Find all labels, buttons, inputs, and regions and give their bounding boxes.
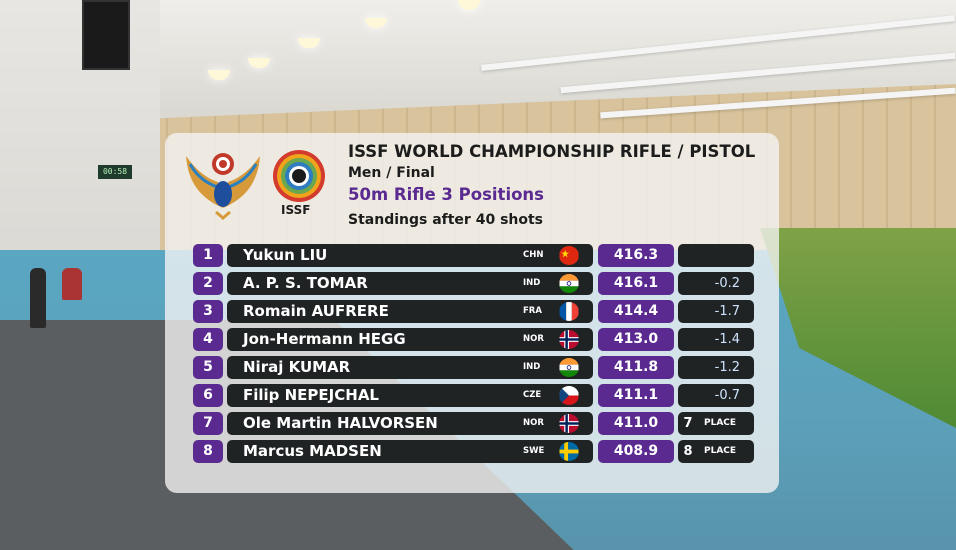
- athlete-name: A. P. S. TOMAR: [243, 274, 368, 292]
- championship-emblem-icon: [186, 153, 260, 220]
- score: 411.1: [598, 384, 674, 407]
- score: 411.8: [598, 356, 674, 379]
- event-name: 50m Rifle 3 Positions: [348, 185, 545, 204]
- score-difference: -0.2: [678, 272, 754, 295]
- championship-title: ISSF WORLD CHAMPIONSHIP RIFLE / PISTOL: [348, 142, 756, 161]
- table-row: 3 Romain AUFRERE FRA 414.4 -1.7: [193, 300, 755, 323]
- table-row: 1 Yukun LIU CHN 416.3: [193, 244, 755, 267]
- norway-flag-icon: [559, 414, 579, 433]
- athlete-bar: Filip NEPEJCHAL CZE: [227, 384, 593, 407]
- score: 416.1: [598, 272, 674, 295]
- ceiling-light-icon: [298, 38, 320, 48]
- india-flag-icon: [559, 274, 579, 293]
- score-difference: -1.2: [678, 356, 754, 379]
- rank-badge: 1: [193, 244, 223, 267]
- athlete-bar: A. P. S. TOMAR IND: [227, 272, 593, 295]
- athlete-bar: Ole Martin HALVORSEN NOR: [227, 412, 593, 435]
- athlete-name: Niraj KUMAR: [243, 358, 351, 376]
- athlete-bar: Jon-Hermann HEGG NOR: [227, 328, 593, 351]
- czech-flag-icon: [559, 386, 579, 405]
- standings-label: Standings after 40 shots: [348, 212, 544, 228]
- athlete-name: Yukun LIU: [243, 246, 328, 264]
- rank-badge: 2: [193, 272, 223, 295]
- country-code: NOR: [523, 418, 544, 428]
- event-category: Men / Final: [348, 165, 435, 181]
- norway-flag-icon: [559, 330, 579, 349]
- table-row: 8 Marcus MADSEN SWE 408.9 8 PLACE: [193, 440, 755, 463]
- country-code: NOR: [523, 334, 544, 344]
- ceiling-light-icon: [248, 58, 270, 68]
- athlete-name: Filip NEPEJCHAL: [243, 386, 379, 404]
- athlete-bar: Marcus MADSEN SWE: [227, 440, 593, 463]
- score-difference: -0.7: [678, 384, 754, 407]
- score-difference: [678, 244, 754, 267]
- issf-logo-icon: [273, 150, 325, 202]
- table-row: 2 A. P. S. TOMAR IND 416.1 -0.2: [193, 272, 755, 295]
- place-indicator: 7 PLACE: [678, 412, 754, 435]
- country-code: IND: [523, 278, 541, 288]
- score: 416.3: [598, 244, 674, 267]
- rank-badge: 5: [193, 356, 223, 379]
- ceiling-light-icon: [208, 70, 230, 80]
- score: 408.9: [598, 440, 674, 463]
- athlete-name: Ole Martin HALVORSEN: [243, 414, 438, 432]
- score-difference: -1.4: [678, 328, 754, 351]
- score-difference: -1.7: [678, 300, 754, 323]
- place-number: 7: [683, 416, 693, 431]
- athlete-name: Romain AUFRERE: [243, 302, 389, 320]
- place-number: 8: [683, 444, 693, 459]
- arena-scoreboard: [82, 0, 130, 70]
- country-code: CHN: [523, 250, 544, 260]
- issf-logo-text: ISSF: [281, 203, 311, 217]
- rank-badge: 3: [193, 300, 223, 323]
- athlete-bar: Niraj KUMAR IND: [227, 356, 593, 379]
- place-indicator: 8 PLACE: [678, 440, 754, 463]
- country-code: SWE: [523, 446, 545, 456]
- score: 411.0: [598, 412, 674, 435]
- country-code: FRA: [523, 306, 542, 316]
- india-flag-icon: [559, 358, 579, 377]
- table-row: 7 Ole Martin HALVORSEN NOR 411.0 7 PLACE: [193, 412, 755, 435]
- arena-clock: 00:58: [98, 165, 132, 179]
- country-code: CZE: [523, 390, 542, 400]
- table-row: 6 Filip NEPEJCHAL CZE 411.1 -0.7: [193, 384, 755, 407]
- france-flag-icon: [559, 302, 579, 321]
- country-code: IND: [523, 362, 541, 372]
- place-label: PLACE: [704, 418, 737, 428]
- rank-badge: 4: [193, 328, 223, 351]
- table-row: 4 Jon-Hermann HEGG NOR 413.0 -1.4: [193, 328, 755, 351]
- rank-badge: 7: [193, 412, 223, 435]
- athlete-name: Jon-Hermann HEGG: [243, 330, 406, 348]
- score: 413.0: [598, 328, 674, 351]
- table-row: 5 Niraj KUMAR IND 411.8 -1.2: [193, 356, 755, 379]
- rank-badge: 6: [193, 384, 223, 407]
- athlete-bar: Romain AUFRERE FRA: [227, 300, 593, 323]
- china-flag-icon: [559, 246, 579, 265]
- person-figure: [62, 268, 82, 300]
- place-label: PLACE: [704, 446, 737, 456]
- ceiling-light-icon: [365, 18, 387, 28]
- rank-badge: 8: [193, 440, 223, 463]
- athlete-name: Marcus MADSEN: [243, 442, 382, 460]
- ceiling-light-icon: [458, 0, 480, 10]
- sweden-flag-icon: [559, 442, 579, 461]
- person-figure: [30, 268, 46, 328]
- athlete-bar: Yukun LIU CHN: [227, 244, 593, 267]
- score: 414.4: [598, 300, 674, 323]
